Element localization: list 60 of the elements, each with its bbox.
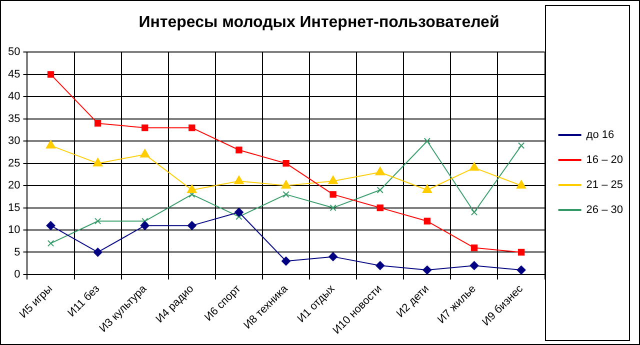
point bbox=[46, 221, 56, 230]
point bbox=[375, 166, 385, 176]
point bbox=[422, 184, 432, 194]
y-tick-label: 40 bbox=[8, 90, 20, 103]
y-tick-label: 45 bbox=[8, 68, 20, 80]
point bbox=[470, 261, 479, 270]
point bbox=[330, 204, 336, 212]
point bbox=[47, 71, 54, 78]
point bbox=[422, 266, 432, 274]
point bbox=[516, 266, 526, 274]
point bbox=[376, 261, 385, 270]
point bbox=[188, 124, 196, 132]
point bbox=[93, 248, 102, 257]
point bbox=[470, 244, 478, 252]
point bbox=[376, 186, 384, 194]
point bbox=[282, 191, 290, 198]
y-tick-label: 20 bbox=[8, 180, 20, 192]
point bbox=[46, 140, 56, 149]
point bbox=[281, 180, 291, 189]
point bbox=[187, 221, 196, 230]
y-tick-label: 15 bbox=[8, 202, 20, 214]
point bbox=[187, 184, 197, 194]
y-tick-label: 10 bbox=[8, 224, 20, 236]
y-tick-label: 25 bbox=[8, 157, 20, 170]
legend-label: 26 – 30 bbox=[586, 204, 623, 216]
point bbox=[518, 142, 525, 149]
y-tick-label: 30 bbox=[8, 135, 20, 148]
point bbox=[518, 248, 525, 256]
point bbox=[142, 124, 148, 132]
y-tick-label: 35 bbox=[8, 112, 20, 125]
point bbox=[140, 148, 150, 158]
x-tick-label: И11 без bbox=[66, 282, 102, 320]
point bbox=[328, 252, 338, 262]
chart-title: Интересы молодых Интернет-пользователей bbox=[138, 14, 500, 32]
point bbox=[376, 204, 384, 212]
point bbox=[234, 208, 244, 217]
legend-label: до 16 bbox=[586, 129, 614, 142]
y-tick-label: 50 bbox=[8, 46, 20, 58]
legend-label: 16 – 20 bbox=[586, 154, 623, 166]
point bbox=[330, 191, 336, 198]
point bbox=[234, 176, 244, 184]
y-tick-label: 5 bbox=[14, 246, 20, 258]
point bbox=[424, 218, 430, 224]
point bbox=[424, 138, 430, 144]
point bbox=[516, 180, 526, 189]
point bbox=[328, 176, 338, 184]
y-tick-label: 0 bbox=[14, 268, 20, 281]
point bbox=[94, 218, 102, 224]
point bbox=[469, 162, 480, 171]
point bbox=[94, 120, 102, 127]
point bbox=[92, 158, 103, 166]
point bbox=[282, 256, 291, 266]
point bbox=[470, 208, 478, 216]
point bbox=[236, 146, 242, 154]
point bbox=[236, 213, 242, 220]
legend-label: 21 – 25 bbox=[586, 179, 623, 192]
point bbox=[140, 221, 150, 230]
point bbox=[47, 240, 54, 247]
point bbox=[282, 160, 290, 167]
point bbox=[142, 218, 148, 224]
